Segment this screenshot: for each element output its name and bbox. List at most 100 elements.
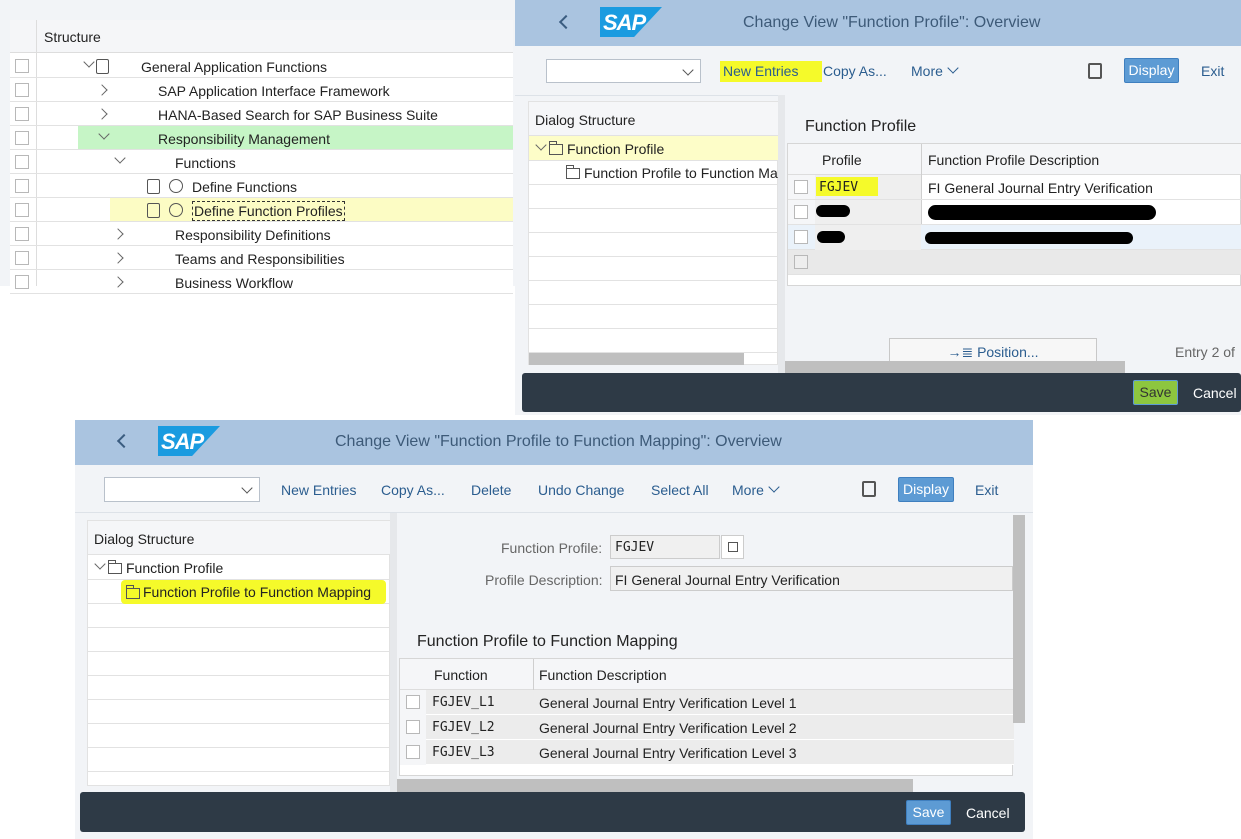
- tree-row[interactable]: Teams and Responsibilities: [10, 246, 513, 270]
- row-checkbox[interactable]: [15, 251, 29, 265]
- tree-row[interactable]: General Application Functions: [10, 54, 513, 78]
- folder-icon: [566, 165, 580, 179]
- save-button[interactable]: Save: [906, 800, 951, 825]
- table-row[interactable]: FGJEV_L3 General Journal Entry Verificati…: [400, 740, 1014, 765]
- row-checkbox[interactable]: [406, 695, 420, 709]
- tree-row-label: Business Workflow: [175, 275, 294, 291]
- tree-row[interactable]: Functions: [10, 150, 513, 174]
- column-header-description[interactable]: Function Description: [539, 667, 667, 683]
- column-header-function[interactable]: Function: [434, 667, 488, 683]
- more-menu[interactable]: More: [911, 63, 943, 79]
- save-button[interactable]: Save: [1133, 380, 1178, 405]
- tree-row[interactable]: SAP Application Interface Framework: [10, 78, 513, 102]
- display-button[interactable]: Display: [898, 477, 954, 502]
- horizontal-scrollbar[interactable]: [397, 779, 913, 792]
- copy-as-button[interactable]: Copy As...: [823, 63, 887, 79]
- splitter[interactable]: [778, 95, 785, 373]
- splitter[interactable]: [390, 513, 397, 793]
- row-checkbox[interactable]: [794, 255, 808, 269]
- row-checkbox[interactable]: [794, 180, 808, 194]
- profile-description-field[interactable]: FI General Journal Entry Verification: [610, 566, 1013, 591]
- table-row[interactable]: FGJEV FI General Journal Entry Verificat…: [788, 175, 1241, 200]
- footer-bar: [80, 792, 1025, 832]
- page-title: Change View "Function Profile to Functio…: [335, 433, 782, 450]
- undo-change-button[interactable]: Undo Change: [538, 482, 625, 498]
- cancel-button[interactable]: Cancel: [1193, 385, 1237, 401]
- display-button[interactable]: Display: [1124, 58, 1179, 83]
- activity-document-icon: [147, 179, 160, 194]
- tree-row[interactable]: Business Workflow: [10, 270, 513, 294]
- collapse-icon[interactable]: [114, 152, 126, 164]
- vertical-scrollbar[interactable]: [1013, 515, 1025, 723]
- expand-icon[interactable]: [535, 139, 547, 151]
- row-checkbox[interactable]: [15, 107, 29, 121]
- row-checkbox[interactable]: [15, 203, 29, 217]
- tree-row[interactable]: Responsibility Definitions: [10, 222, 513, 246]
- exit-button[interactable]: Exit: [1201, 63, 1225, 79]
- tree-row[interactable]: Define Function Profiles: [10, 198, 513, 222]
- more-menu[interactable]: More: [732, 482, 764, 498]
- row-checkbox[interactable]: [406, 720, 420, 734]
- dialog-item-mapping[interactable]: Function Profile to Function Mapping: [88, 580, 391, 604]
- table-row[interactable]: [788, 200, 1241, 225]
- select-all-button[interactable]: Select All: [651, 482, 709, 498]
- row-checkbox[interactable]: [794, 230, 808, 244]
- tree-row-label: Define Function Profiles: [192, 201, 345, 221]
- exit-button[interactable]: Exit: [975, 482, 999, 498]
- dialog-item-function-profile[interactable]: Function Profile: [88, 555, 391, 580]
- row-checkbox[interactable]: [15, 275, 29, 289]
- print-icon[interactable]: [1088, 63, 1102, 79]
- table-row[interactable]: [788, 225, 1241, 250]
- row-checkbox[interactable]: [15, 83, 29, 97]
- table-row[interactable]: FGJEV_L2 General Journal Entry Verificati…: [400, 715, 1014, 740]
- command-dropdown[interactable]: [546, 59, 701, 83]
- table-row[interactable]: [788, 250, 1241, 275]
- expand-icon[interactable]: [94, 558, 106, 570]
- copy-as-button[interactable]: Copy As...: [381, 482, 445, 498]
- horizontal-scrollbar[interactable]: [785, 361, 1125, 373]
- expand-icon[interactable]: [112, 276, 124, 288]
- delete-button[interactable]: Delete: [471, 482, 512, 498]
- function-description: General Journal Entry Verification Level…: [539, 720, 797, 736]
- new-entries-button[interactable]: New Entries: [281, 482, 357, 498]
- row-checkbox[interactable]: [406, 745, 420, 759]
- column-header-profile[interactable]: Profile: [822, 152, 862, 168]
- expand-icon[interactable]: [96, 84, 108, 96]
- table-row[interactable]: FGJEV_L1 General Journal Entry Verificati…: [400, 690, 1014, 715]
- print-icon[interactable]: [862, 481, 876, 497]
- function-id: FGJEV_L2: [432, 720, 495, 735]
- row-checkbox[interactable]: [15, 59, 29, 73]
- horizontal-scrollbar[interactable]: [529, 353, 744, 365]
- dialog-structure-header: Dialog Structure: [94, 531, 195, 547]
- tree-row[interactable]: Define Functions: [10, 174, 513, 198]
- cancel-button[interactable]: Cancel: [966, 805, 1010, 821]
- tree-row-label: Define Functions: [192, 179, 298, 195]
- dialog-item-function-profile[interactable]: Function Profile: [529, 136, 779, 161]
- tree-row[interactable]: HANA-Based Search for SAP Business Suite: [10, 102, 513, 126]
- row-checkbox[interactable]: [15, 155, 29, 169]
- row-checkbox[interactable]: [15, 131, 29, 145]
- expand-icon[interactable]: [112, 252, 124, 264]
- expand-icon[interactable]: [96, 108, 108, 120]
- column-header-description[interactable]: Function Profile Description: [928, 152, 1100, 168]
- entry-count: Entry 2 of: [1175, 344, 1235, 360]
- tree-row-label: Responsibility Definitions: [175, 227, 331, 243]
- expand-icon[interactable]: [112, 228, 124, 240]
- value-help-icon[interactable]: [721, 535, 744, 559]
- tree-row-label: SAP Application Interface Framework: [158, 83, 390, 99]
- row-checkbox[interactable]: [15, 179, 29, 193]
- position-button[interactable]: →≣ Position...: [889, 338, 1097, 362]
- dialog-item-mapping[interactable]: Function Profile to Function Mapping: [529, 161, 779, 185]
- dialog-structure: Dialog Structure Function Profile Functi…: [528, 101, 779, 365]
- function-profile-field[interactable]: FGJEV: [610, 535, 720, 559]
- row-checkbox[interactable]: [794, 205, 808, 219]
- redacted-value: [816, 205, 850, 217]
- new-entries-button[interactable]: New Entries: [723, 63, 799, 79]
- tree-row[interactable]: Responsibility Management: [10, 126, 513, 150]
- collapse-icon[interactable]: [83, 56, 95, 68]
- redacted-value: [817, 231, 845, 243]
- redacted-value: [925, 232, 1133, 244]
- command-dropdown[interactable]: [104, 477, 260, 502]
- row-checkbox[interactable]: [15, 227, 29, 241]
- function-profile-window: SAP Change View "Function Profile": Over…: [515, 0, 1241, 415]
